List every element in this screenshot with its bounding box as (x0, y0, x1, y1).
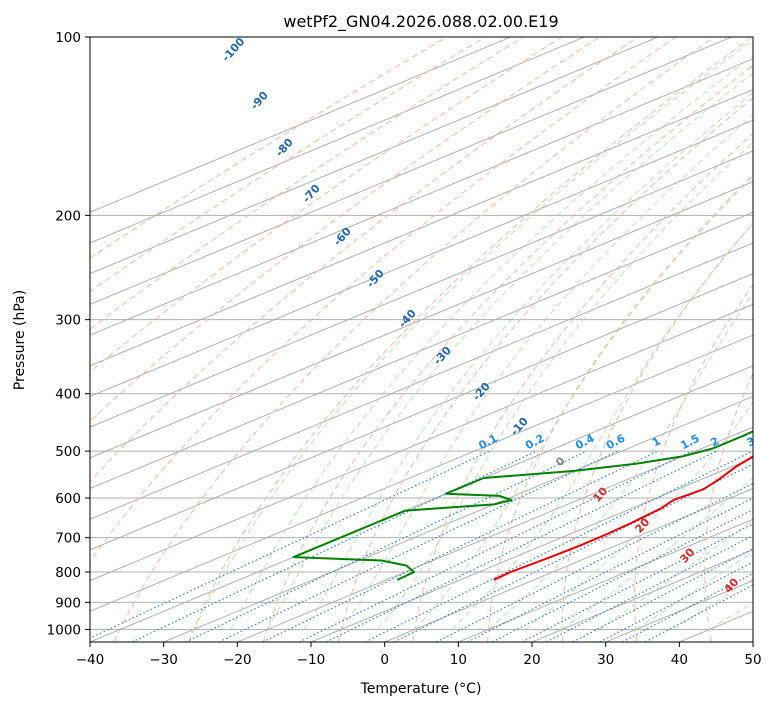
moist-adiabat (488, 292, 753, 630)
mixing-ratio-label: 3 (745, 434, 758, 449)
y-tick-label: 400 (55, 387, 81, 403)
dry-adiabat (263, 64, 753, 642)
isotherm-gridline (90, 150, 753, 428)
isotherm-gridline (384, 488, 753, 642)
dry-adiabat (634, 283, 753, 642)
dry-adiabat (90, 37, 562, 373)
moist-adiabat (193, 39, 753, 630)
isotherm-gridline (90, 37, 585, 244)
isotherm-gridline (90, 37, 659, 275)
moist-adiabat (635, 551, 753, 630)
isotherm-gridline (90, 119, 753, 397)
mixing-ratio-line (492, 509, 753, 642)
isotherm-gridline (90, 211, 753, 490)
y-tick-label: 500 (55, 444, 81, 460)
isotherm-gridline (90, 58, 753, 336)
chart-title: wetPf2_GN04.2026.088.02.00.E19 (283, 12, 558, 32)
mixing-ratio-line (325, 450, 717, 642)
x-tick-label: 50 (744, 652, 761, 668)
isotherm-gridline (90, 37, 511, 213)
dry-adiabat (487, 173, 753, 642)
x-tick-label: 40 (671, 652, 688, 668)
isotherm-gridline (90, 37, 732, 305)
y-tick-label: 900 (55, 595, 81, 611)
y-tick-label: 200 (55, 208, 81, 224)
moist-adiabat (598, 519, 753, 630)
x-tick-label: 30 (597, 652, 614, 668)
dry-adiabat (90, 37, 524, 330)
y-tick-label: 600 (55, 491, 81, 507)
mixing-ratio-line (218, 450, 618, 642)
y-tick-label: 1000 (47, 622, 81, 638)
mixing-ratio-line (436, 482, 753, 642)
isotherm-gridline (237, 426, 753, 642)
x-tick-label: −20 (223, 652, 252, 668)
x-tick-label: −40 (76, 652, 105, 668)
mixing-ratio-line (393, 463, 753, 642)
y-tick-label: 700 (55, 531, 81, 547)
isotherm-gridline (310, 457, 753, 642)
isotherm-gridline (90, 181, 753, 459)
y-tick-label: 800 (55, 565, 81, 581)
temperature-profile-line (493, 455, 753, 581)
mixing-ratio-line (185, 450, 587, 642)
isotherm-gridline (458, 518, 753, 642)
isotherm-gridline (163, 395, 753, 642)
dry-adiabat (113, 37, 715, 642)
x-tick-label: 0 (380, 652, 389, 668)
x-tick-label: 10 (450, 652, 467, 668)
moist-adiabat (451, 222, 753, 630)
y-tick-label: 300 (55, 313, 81, 329)
dry-adiabat (90, 37, 600, 422)
x-axis-label: Temperature (°C) (360, 681, 482, 697)
mixing-ratio-line (599, 561, 753, 642)
dewpoint-profile-line (292, 430, 753, 581)
moist-adiabat (267, 72, 753, 630)
isotherm-gridline (90, 89, 753, 367)
isotherm-gridline (90, 273, 753, 551)
mixing-ratio-line (298, 450, 692, 642)
moist-adiabat (561, 476, 753, 630)
x-tick-label: −10 (297, 652, 326, 668)
moist-adiabat (340, 114, 753, 630)
dry-adiabat (188, 37, 753, 642)
x-tick-label: −30 (149, 652, 178, 668)
plot-frame (89, 36, 754, 643)
x-tick-label: 20 (523, 652, 540, 668)
isotherm-gridline (90, 334, 753, 612)
moist-adiabat (377, 141, 753, 630)
y-tick-label: 100 (55, 30, 81, 46)
y-axis-label: Pressure (hPa) (12, 290, 28, 390)
dry-adiabat (90, 37, 677, 563)
dry-adiabat (704, 372, 753, 642)
isotherm-gridline (90, 303, 753, 582)
mixing-ratio-line (365, 450, 753, 642)
moist-adiabat (414, 176, 753, 630)
isotherm-gridline (90, 242, 753, 520)
mixing-ratio-line (467, 497, 753, 642)
